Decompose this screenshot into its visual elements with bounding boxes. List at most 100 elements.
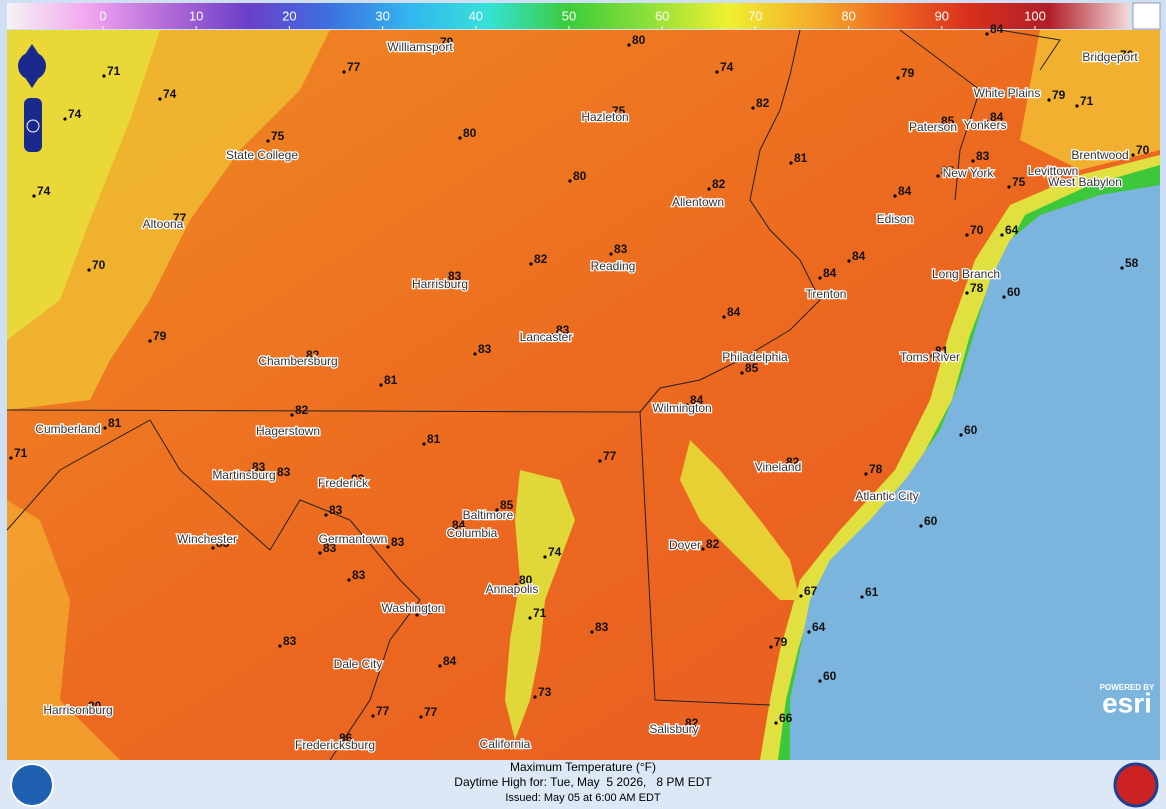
temperature-label: 77	[424, 705, 438, 719]
city-label: Levittown	[1028, 164, 1079, 178]
temperature-label: 83	[323, 541, 337, 555]
station-dot	[789, 161, 793, 165]
station-dot	[1120, 266, 1124, 270]
station-dot	[1047, 98, 1051, 102]
city-label: Hagerstown	[256, 424, 320, 438]
temperature-label: 83	[283, 634, 297, 648]
station-dot	[158, 97, 162, 101]
pan-up[interactable]	[24, 44, 40, 56]
temperature-label: 73	[538, 685, 552, 699]
station-dot	[419, 715, 423, 719]
temperature-label: 82	[685, 716, 699, 730]
station-dot	[168, 221, 172, 225]
footer-valid: Daytime High for: Tue, May 5 2026, 8 PM …	[454, 775, 712, 789]
station-dot	[627, 43, 631, 47]
station-dot	[590, 630, 594, 634]
temperature-label: 84	[852, 249, 866, 263]
zoom-control[interactable]	[24, 98, 42, 152]
temperature-label: 85	[745, 361, 759, 375]
temperature-label: 85	[420, 603, 434, 617]
temperature-label: 79	[901, 66, 915, 80]
globe[interactable]	[26, 119, 40, 133]
city-label: West Babylon	[1048, 175, 1122, 189]
powered-by: POWERED BY	[1100, 683, 1155, 692]
temperature-label: 74	[163, 87, 177, 101]
city-label: State College	[226, 148, 298, 162]
colorbar-tick-label: 100	[1024, 8, 1046, 23]
station-dot	[799, 594, 803, 598]
temperature-label: 75	[612, 104, 626, 118]
bay	[505, 470, 575, 740]
city-label: Allentown	[672, 195, 724, 209]
temperature-label: 60	[1007, 285, 1021, 299]
station-dot	[290, 413, 294, 417]
state-border	[899, 29, 981, 201]
city-label: Vineland	[755, 460, 802, 474]
temperature-label: 74	[548, 545, 562, 559]
station-dot	[936, 124, 940, 128]
station-dot	[769, 645, 773, 649]
station-dot	[148, 339, 152, 343]
city-label: New York	[943, 166, 995, 180]
colorbar-gradient	[7, 3, 1129, 29]
temperature-label: 85	[941, 164, 955, 178]
city-label: Washington	[382, 601, 445, 615]
temperature-label: 60	[823, 669, 837, 683]
station-dot	[211, 546, 215, 550]
station-dot	[707, 187, 711, 191]
colorbar-end	[1132, 2, 1161, 30]
temperature-label: 71	[533, 606, 547, 620]
temperature-label: 79	[1052, 88, 1066, 102]
cool-region	[7, 30, 160, 340]
station-dot	[715, 70, 719, 74]
pan-down[interactable]	[24, 76, 40, 88]
station-dot	[266, 139, 270, 143]
station-dot	[346, 482, 350, 486]
station-dot	[32, 194, 36, 198]
temperature-label: 83	[352, 568, 366, 582]
city-label: Baltimore	[463, 508, 514, 522]
city-label: Bridgeport	[1082, 50, 1138, 64]
temperature-label: 83	[329, 503, 343, 517]
station-dot	[1075, 104, 1079, 108]
navigation[interactable]	[18, 44, 46, 152]
station-dot	[415, 613, 419, 617]
colorbar-tick-label: 10	[189, 8, 203, 23]
temperature-label: 83	[351, 472, 365, 486]
state-border	[179, 469, 421, 761]
station-dot	[347, 578, 351, 582]
cool-region	[7, 500, 120, 760]
station-dot	[818, 679, 822, 683]
temperature-label: 74	[720, 60, 734, 74]
nws-logo	[1113, 762, 1159, 808]
city-label: Cumberland	[35, 422, 100, 436]
colorbar-tick-label: 40	[469, 8, 483, 23]
colorbar-tick-label: 30	[375, 8, 389, 23]
city-label: Salisbury	[649, 722, 698, 736]
temperature-label: 77	[376, 704, 390, 718]
station-dot	[985, 120, 989, 124]
station-dot	[318, 551, 322, 555]
temperature-label: 80	[88, 699, 102, 713]
station-dot	[103, 426, 107, 430]
state-border	[639, 29, 821, 413]
station-dot	[818, 276, 822, 280]
city-label: Annapolis	[486, 582, 539, 596]
station-dot	[272, 475, 276, 479]
station-dot	[893, 194, 897, 198]
city-label: Philadelphia	[722, 350, 788, 364]
labels: 79 80 84 76 71 77 74 79 74 82 85 84 79 71 74 75 75 80 81 85…	[9, 22, 1150, 753]
temperature-label: 71	[14, 446, 28, 460]
city-label: Columbia	[447, 526, 498, 540]
station-dot	[87, 268, 91, 272]
footer-issued: Issued: May 05 at 6:00 AM EDT	[505, 792, 661, 804]
temperature-label: 70	[970, 223, 984, 237]
station-dot	[528, 616, 532, 620]
temperature-label: 84	[990, 110, 1004, 124]
station-dot	[930, 354, 934, 358]
station-dot	[83, 709, 87, 713]
temperature-label: 83	[595, 620, 609, 634]
station-dot	[701, 547, 705, 551]
pan-control[interactable]	[18, 52, 46, 80]
